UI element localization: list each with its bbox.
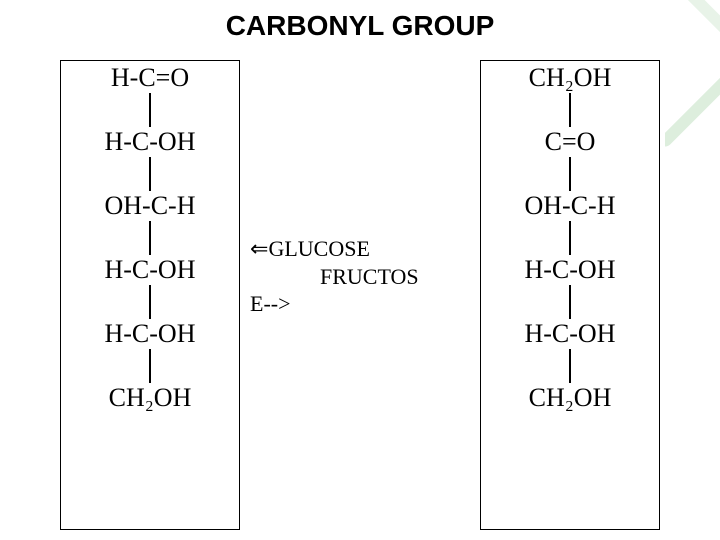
glucose-c3: OH-C-H	[61, 193, 239, 219]
glucose-c4: H-C-OH	[61, 257, 239, 283]
glucose-c6: CH₂OH	[61, 385, 239, 411]
glucose-structure-box: H-C=O H-C-OH OH-C-H H-C-OH H-C-OH CH₂OH	[60, 60, 240, 530]
page-title: CARBONYL GROUP	[0, 10, 720, 42]
fructose-c5: H-C-OH	[481, 321, 659, 347]
fructose-structure-box: CH₂OH C=O OH-C-H H-C-OH H-C-OH CH₂OH	[480, 60, 660, 530]
glucose-label: GLUCOSE	[268, 236, 369, 261]
glucose-c5: H-C-OH	[61, 321, 239, 347]
glucose-c2: H-C-OH	[61, 129, 239, 155]
bond-icon	[481, 91, 659, 129]
left-arrow-icon: ⇐	[250, 236, 268, 261]
fructose-c4: H-C-OH	[481, 257, 659, 283]
bond-icon	[481, 347, 659, 385]
glucose-label-line: ⇐GLUCOSE	[250, 235, 470, 263]
bond-icon	[61, 219, 239, 257]
center-labels: ⇐GLUCOSE FRUCTOS E-->	[250, 235, 470, 318]
fructose-c2: C=O	[481, 129, 659, 155]
fructose-label-part2: E-->	[250, 290, 470, 318]
bond-icon	[481, 155, 659, 193]
bond-icon	[481, 283, 659, 321]
glucose-c1: H-C=O	[61, 65, 239, 91]
fructose-label-part1: FRUCTOS	[250, 263, 470, 291]
bond-icon	[61, 155, 239, 193]
fructose-c3: OH-C-H	[481, 193, 659, 219]
bond-icon	[61, 283, 239, 321]
fructose-c6: CH₂OH	[481, 385, 659, 411]
bond-icon	[61, 347, 239, 385]
fructose-c1: CH₂OH	[481, 65, 659, 91]
bond-icon	[61, 91, 239, 129]
bond-icon	[481, 219, 659, 257]
